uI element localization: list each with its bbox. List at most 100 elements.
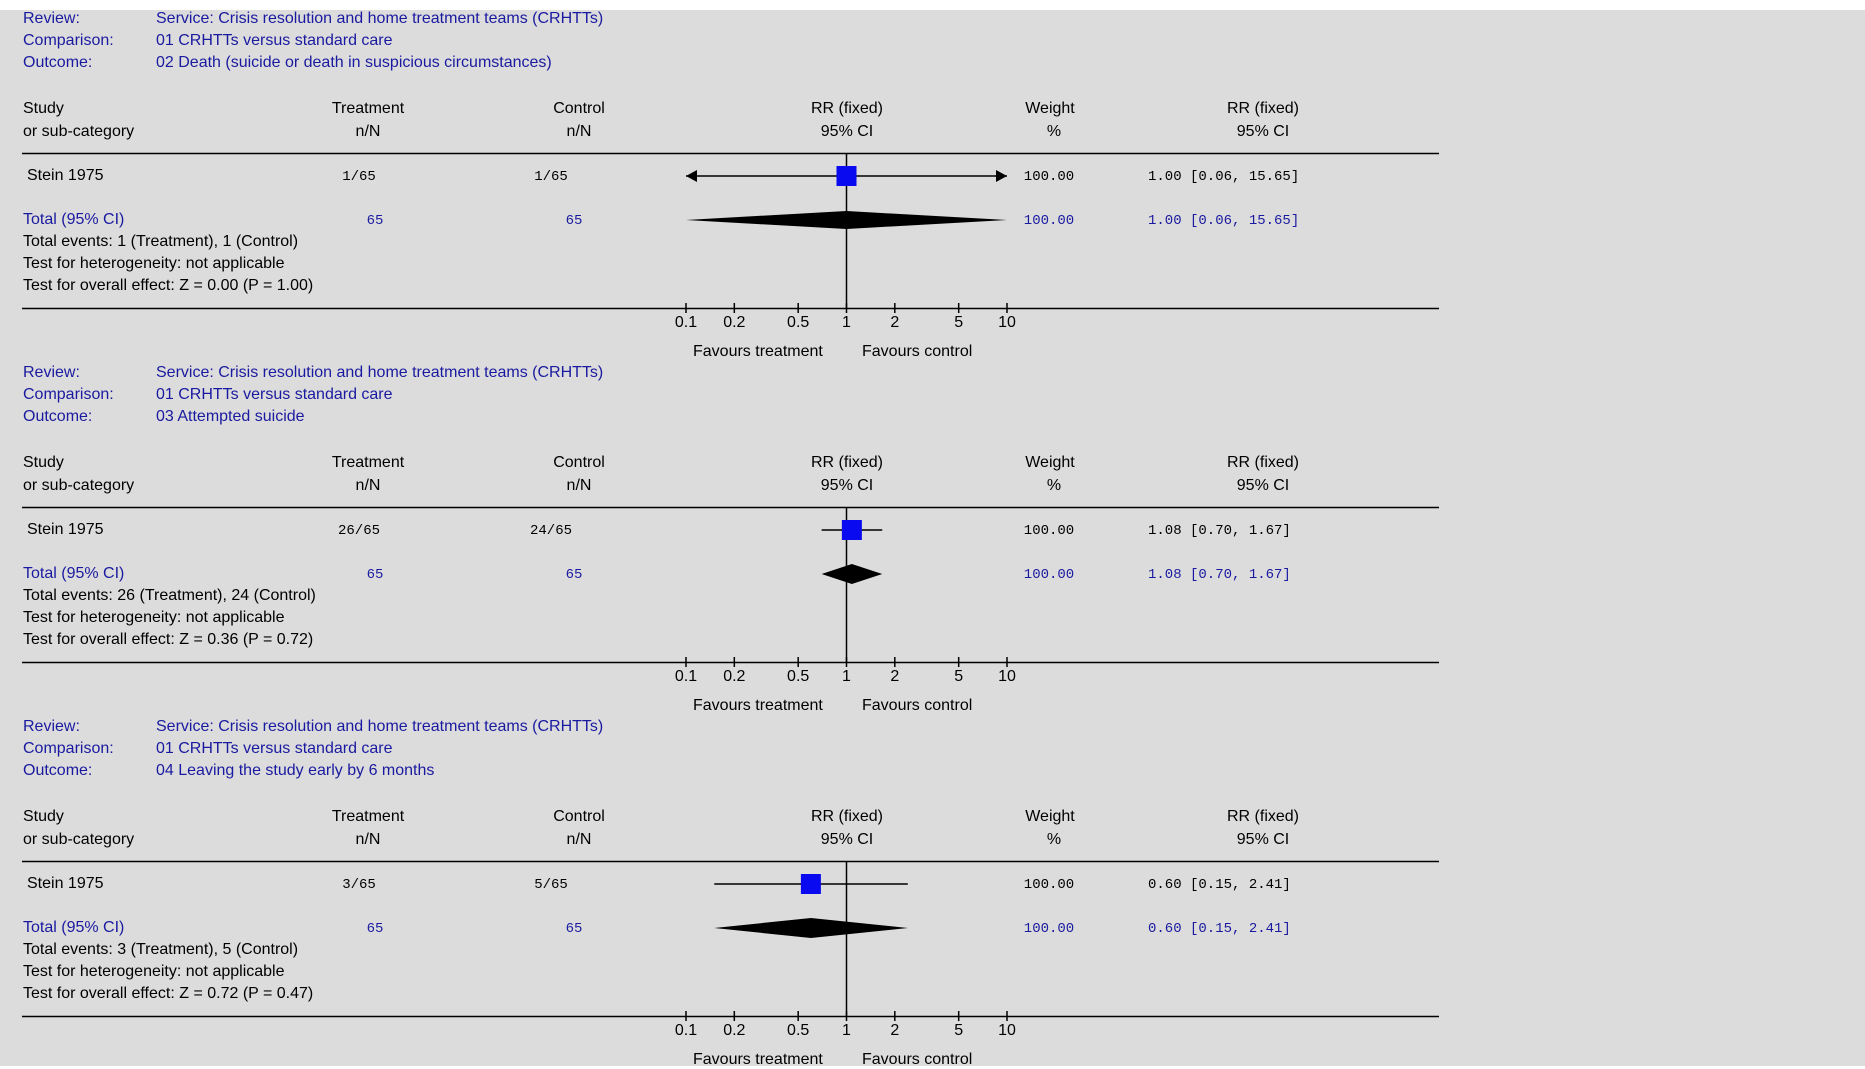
- heterogeneity-test: Test for heterogeneity: not applicable: [23, 255, 285, 272]
- col-rr-ci: 95% CI: [820, 831, 874, 848]
- col-treatment-nN: n/N: [355, 831, 381, 848]
- col-control-nN: n/N: [566, 123, 592, 140]
- col-treatment-nN: n/N: [355, 477, 381, 494]
- ci-arrow-right: [996, 170, 1007, 182]
- overall-effect-test: Test for overall effect: Z = 0.72 (P = 0…: [23, 985, 314, 1002]
- col-rr: RR (fixed): [810, 100, 884, 117]
- total-treatment: 65: [366, 213, 384, 229]
- axis-tick-label: 10: [998, 1022, 1016, 1039]
- review-value: Service: Crisis resolution and home trea…: [156, 364, 604, 381]
- study-ci: 1.00 [0.06, 15.65]: [1148, 169, 1300, 185]
- axis-tick-label: 0.2: [723, 314, 746, 331]
- total-weight: 100.00: [1023, 567, 1075, 583]
- col-control: Control: [553, 100, 605, 117]
- col-control: Control: [553, 808, 605, 825]
- total-label: Total (95% CI): [23, 919, 125, 936]
- col-rr2-ci: 95% CI: [1236, 831, 1290, 848]
- col-weight: Weight: [1025, 454, 1075, 471]
- ci-arrow-left: [686, 170, 697, 182]
- favours-control-label: Favours control: [862, 343, 973, 360]
- col-weight: Weight: [1025, 100, 1075, 117]
- col-rr-ci: 95% CI: [820, 477, 874, 494]
- total-control: 65: [565, 921, 583, 937]
- col-treatment-nN: n/N: [355, 123, 381, 140]
- favours-control-label: Favours control: [862, 697, 973, 714]
- col-subcategory: or sub-category: [23, 123, 135, 140]
- axis-tick-label: 5: [954, 668, 964, 685]
- comparison-label: Comparison:: [23, 386, 114, 403]
- col-treatment: Treatment: [331, 808, 405, 825]
- study-marker: [841, 520, 862, 540]
- col-treatment: Treatment: [331, 100, 405, 117]
- col-rr2-ci: 95% CI: [1236, 477, 1290, 494]
- review-value: Service: Crisis resolution and home trea…: [156, 10, 604, 27]
- col-rr: RR (fixed): [810, 808, 884, 825]
- favours-control-label: Favours control: [862, 1051, 973, 1068]
- study-name: Stein 1975: [27, 875, 104, 892]
- axis-tick-label: 2: [890, 1022, 900, 1039]
- total-events: Total events: 1 (Treatment), 1 (Control): [23, 233, 299, 250]
- total-events: Total events: 26 (Treatment), 24 (Contro…: [23, 587, 316, 604]
- axis-tick-label: 2: [890, 314, 900, 331]
- col-study: Study: [23, 808, 64, 825]
- col-weight-pct: %: [1046, 123, 1062, 140]
- outcome-value: 04 Leaving the study early by 6 months: [156, 762, 435, 779]
- total-label: Total (95% CI): [23, 565, 125, 582]
- favours-treatment-label: Favours treatment: [693, 343, 823, 360]
- total-weight: 100.00: [1023, 921, 1075, 937]
- col-subcategory: or sub-category: [23, 477, 135, 494]
- col-rr: RR (fixed): [810, 454, 884, 471]
- study-name: Stein 1975: [27, 521, 104, 538]
- study-ci: 1.08 [0.70, 1.67]: [1148, 523, 1291, 539]
- study-weight: 100.00: [1023, 169, 1075, 185]
- axis-tick-label: 0.5: [787, 668, 810, 685]
- axis-tick-label: 0.2: [723, 668, 746, 685]
- col-study: Study: [23, 100, 64, 117]
- col-rr2: RR (fixed): [1226, 454, 1300, 471]
- study-weight: 100.00: [1023, 877, 1075, 893]
- axis-tick-label: 0.2: [723, 1022, 746, 1039]
- axis-tick-label: 5: [954, 1022, 964, 1039]
- favours-treatment-label: Favours treatment: [693, 697, 823, 714]
- review-label: Review:: [23, 364, 80, 381]
- col-rr2: RR (fixed): [1226, 808, 1300, 825]
- axis-tick-label: 1: [842, 314, 851, 331]
- col-control-nN: n/N: [566, 477, 592, 494]
- comparison-label: Comparison:: [23, 740, 114, 757]
- study-treatment: 3/65: [342, 877, 376, 893]
- total-ci: 0.60 [0.15, 2.41]: [1148, 921, 1291, 937]
- axis-tick-label: 0.5: [787, 1022, 810, 1039]
- col-treatment: Treatment: [331, 454, 405, 471]
- favours-treatment-label: Favours treatment: [693, 1051, 823, 1068]
- axis-tick-label: 0.1: [674, 314, 698, 331]
- total-weight: 100.00: [1023, 213, 1075, 229]
- axis-tick-label: 0.1: [674, 668, 698, 685]
- review-label: Review:: [23, 718, 80, 735]
- comparison-value: 01 CRHTTs versus standard care: [156, 386, 393, 403]
- study-name: Stein 1975: [27, 167, 104, 184]
- axis-tick-label: 1: [842, 1022, 851, 1039]
- col-rr2: RR (fixed): [1226, 100, 1300, 117]
- col-control-nN: n/N: [566, 831, 592, 848]
- pooled-diamond: [686, 211, 1007, 229]
- axis-tick-label: 0.5: [787, 314, 810, 331]
- forest-plot-canvas: Review: Service: Crisis resolution and ho…: [0, 10, 1865, 1068]
- axis-tick-label: 10: [998, 668, 1016, 685]
- col-subcategory: or sub-category: [23, 831, 135, 848]
- study-treatment: 1/65: [342, 169, 376, 185]
- study-weight: 100.00: [1023, 523, 1075, 539]
- total-treatment: 65: [366, 921, 384, 937]
- study-control: 5/65: [534, 877, 568, 893]
- axis-tick-label: 2: [890, 668, 900, 685]
- pooled-diamond: [821, 564, 883, 584]
- review-label: Review:: [23, 10, 80, 27]
- col-control: Control: [553, 454, 605, 471]
- review-value: Service: Crisis resolution and home trea…: [156, 718, 604, 735]
- study-treatment: 26/65: [337, 523, 381, 539]
- study-control: 24/65: [529, 523, 573, 539]
- study-ci: 0.60 [0.15, 2.41]: [1148, 877, 1291, 893]
- col-study: Study: [23, 454, 64, 471]
- outcome-label: Outcome:: [23, 762, 93, 779]
- total-treatment: 65: [366, 567, 384, 583]
- study-control: 1/65: [534, 169, 568, 185]
